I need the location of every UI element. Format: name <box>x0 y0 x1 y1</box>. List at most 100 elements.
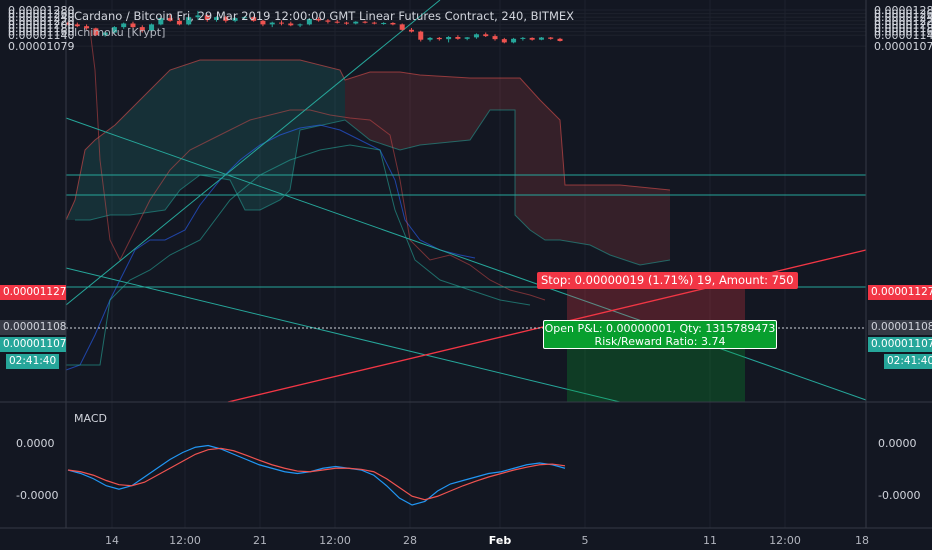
entry-price-tag-right: 0.00001107 <box>868 337 932 352</box>
macd-pane <box>67 444 566 506</box>
time-tick: 12:00 <box>769 534 801 547</box>
pnl-label: Open P&L: 0.00000001, Qty: 1315789473 <box>544 322 776 335</box>
candle-body <box>334 21 340 23</box>
stop-label[interactable]: Stop: 0.00000019 (1.71%) 19, Amount: 750 <box>537 272 798 289</box>
candle-body <box>427 37 433 40</box>
candle-body <box>325 20 331 22</box>
candle-body <box>306 19 312 25</box>
candle-body <box>251 17 257 21</box>
ichimoku-lines <box>65 29 546 371</box>
candle-body <box>93 28 99 36</box>
candle-body <box>483 34 489 37</box>
candle-body <box>548 37 554 39</box>
macd-line <box>67 444 566 506</box>
countdown-tag-left: 02:41:40 <box>6 354 60 369</box>
time-tick: 21 <box>253 534 267 547</box>
candle-body <box>520 37 526 39</box>
macd-tick: -0.0000 <box>878 489 920 502</box>
time-tick: 12:00 <box>319 534 351 547</box>
candle-body <box>343 22 349 24</box>
candle-body <box>399 24 405 30</box>
price-tick: 0.00001200 <box>874 18 932 31</box>
price-tick: 0.00001260 <box>8 8 74 21</box>
candle-body <box>139 27 145 31</box>
candle-body <box>446 37 452 40</box>
candle-body <box>362 21 368 23</box>
candle-body <box>511 38 517 43</box>
current-price-tag-left: 0.00001108 <box>0 320 66 335</box>
price-tick: 0.00001220 <box>874 15 932 28</box>
price-tick: 0.00001240 <box>8 11 74 24</box>
candle-body <box>464 37 470 39</box>
time-tick: 5 <box>582 534 589 547</box>
candle-body <box>473 34 479 38</box>
price-tick: 0.00001180 <box>874 22 932 35</box>
candle-body <box>297 24 303 26</box>
macd-tick: -0.0000 <box>16 489 58 502</box>
pnl-box[interactable]: Open P&L: 0.00000001, Qty: 1315789473 Ri… <box>543 320 777 349</box>
price-tick: 0.00001079 <box>8 40 74 53</box>
candle-body <box>204 15 210 20</box>
candle-body <box>186 17 192 25</box>
candle-body <box>121 23 127 28</box>
stop-price-tag-right: 0.00001127 <box>868 285 932 300</box>
price-tick: 0.00001140 <box>8 29 74 42</box>
price-tick: 0.00001280 <box>8 4 74 17</box>
price-tick: 0.00001240 <box>874 11 932 24</box>
price-tick: 0.00001079 <box>874 40 932 53</box>
candle-body <box>455 37 461 39</box>
price-tick: 0.00001200 <box>8 18 74 31</box>
right-price-axis[interactable]: 0.000012800.000012600.000012400.00001220… <box>874 4 932 53</box>
candle-body <box>408 29 414 32</box>
candle-body <box>65 23 71 25</box>
grid <box>66 0 866 528</box>
price-tick: 0.00001160 <box>8 26 74 39</box>
candle-body <box>501 39 507 43</box>
candle-body <box>288 23 294 26</box>
time-tick: 28 <box>403 534 417 547</box>
countdown-tag-right: 02:41:40 <box>884 354 932 369</box>
price-tick: 0.00001280 <box>874 4 932 17</box>
time-axis[interactable]: 14 12:00 21 12:00 28 Feb 5 11 12:00 18 <box>105 534 869 547</box>
candle-body <box>111 27 117 33</box>
left-price-axis[interactable]: 0.000012800.000012600.000012400.00001220… <box>8 4 74 53</box>
candle-body <box>436 37 442 40</box>
entry-price-tag-left: 0.00001107 <box>0 337 66 352</box>
ichimoku-cloud <box>65 59 671 266</box>
signal-line <box>67 447 566 501</box>
candles <box>65 10 563 44</box>
candle-body <box>529 37 535 40</box>
candle-body <box>418 31 424 40</box>
candle-body <box>279 22 285 24</box>
candle-body <box>158 18 164 25</box>
price-tick: 0.00001160 <box>874 26 932 39</box>
stop-price-tag-left: 0.00001127 <box>0 285 66 300</box>
price-tick: 0.00001180 <box>8 22 74 35</box>
candle-body <box>232 18 238 21</box>
candle-body <box>538 37 544 40</box>
candle-body <box>260 20 266 25</box>
current-price-tag-right: 0.00001108 <box>868 320 932 335</box>
candle-body <box>557 38 563 41</box>
time-tick: 12:00 <box>169 534 201 547</box>
candle-body <box>241 17 247 19</box>
macd-label[interactable]: MACD <box>74 412 107 425</box>
time-tick: 18 <box>855 534 869 547</box>
indicator-label[interactable]: Ichimoku [Krypt] <box>74 26 166 39</box>
candle-body <box>176 20 182 25</box>
candle-body <box>381 22 387 24</box>
time-tick: 14 <box>105 534 119 547</box>
candle-body <box>195 15 201 18</box>
candle-body <box>390 22 396 25</box>
price-tick: 0.00001220 <box>8 15 74 28</box>
macd-axis: 0.0000 0.0000 -0.0000 -0.0000 <box>16 437 920 502</box>
macd-tick: 0.0000 <box>16 437 55 450</box>
time-tick: Feb <box>489 534 512 547</box>
candle-body <box>353 21 359 24</box>
position-zones <box>567 287 745 402</box>
candle-body <box>84 26 90 29</box>
candle-body <box>492 36 498 40</box>
candle-body <box>269 22 275 25</box>
price-tick: 0.00001260 <box>874 8 932 21</box>
